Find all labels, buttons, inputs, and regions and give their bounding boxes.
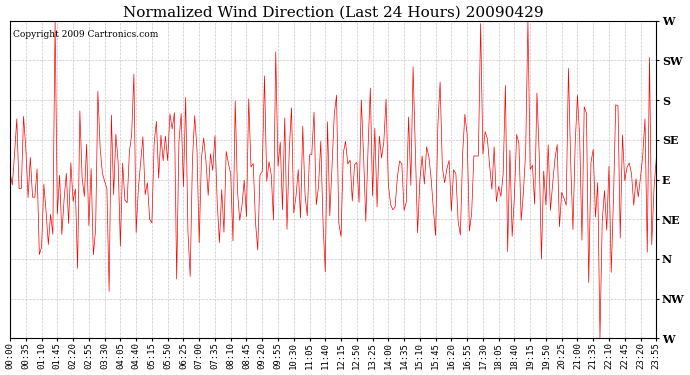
Text: Copyright 2009 Cartronics.com: Copyright 2009 Cartronics.com xyxy=(13,30,159,39)
Title: Normalized Wind Direction (Last 24 Hours) 20090429: Normalized Wind Direction (Last 24 Hours… xyxy=(123,6,544,20)
